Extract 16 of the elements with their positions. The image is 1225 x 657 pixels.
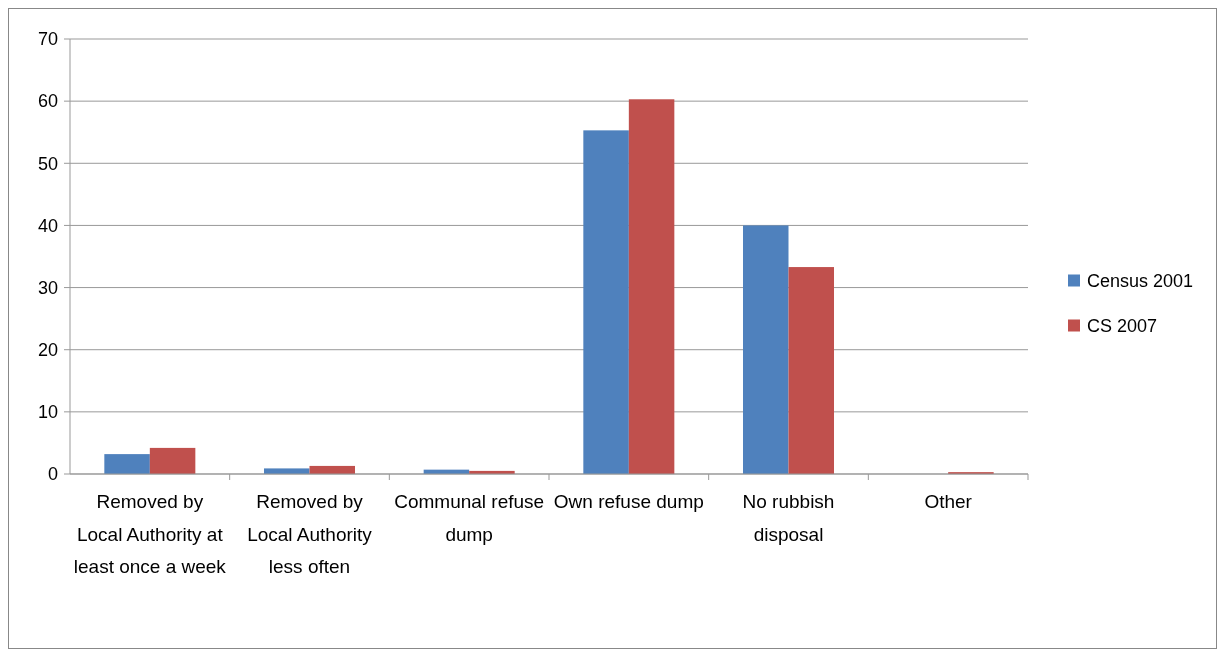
x-tick-label: Own refuse dump — [553, 491, 704, 512]
x-tick-label: Communal refuse dump — [394, 491, 545, 545]
legend-label: Census 2001 — [1087, 270, 1194, 291]
y-tick-label: 70 — [37, 29, 58, 50]
y-tick-label: 10 — [37, 402, 58, 423]
x-tick-label: Removed by Local Authority at least once a week — [73, 491, 227, 577]
y-tick-label: 60 — [37, 91, 58, 112]
x-tick-label: Other — [924, 491, 973, 512]
y-tick-label: 0 — [47, 464, 58, 485]
y-tick-label: 30 — [37, 277, 58, 298]
x-tick-label: No rubbish disposal — [742, 491, 835, 545]
y-tick-label: 20 — [37, 340, 58, 361]
y-tick-label: 50 — [37, 153, 58, 174]
legend-label: CS 2007 — [1087, 315, 1158, 336]
y-tick-label: 40 — [37, 215, 58, 236]
x-tick-label: Removed by Local Authority less often — [247, 491, 373, 577]
